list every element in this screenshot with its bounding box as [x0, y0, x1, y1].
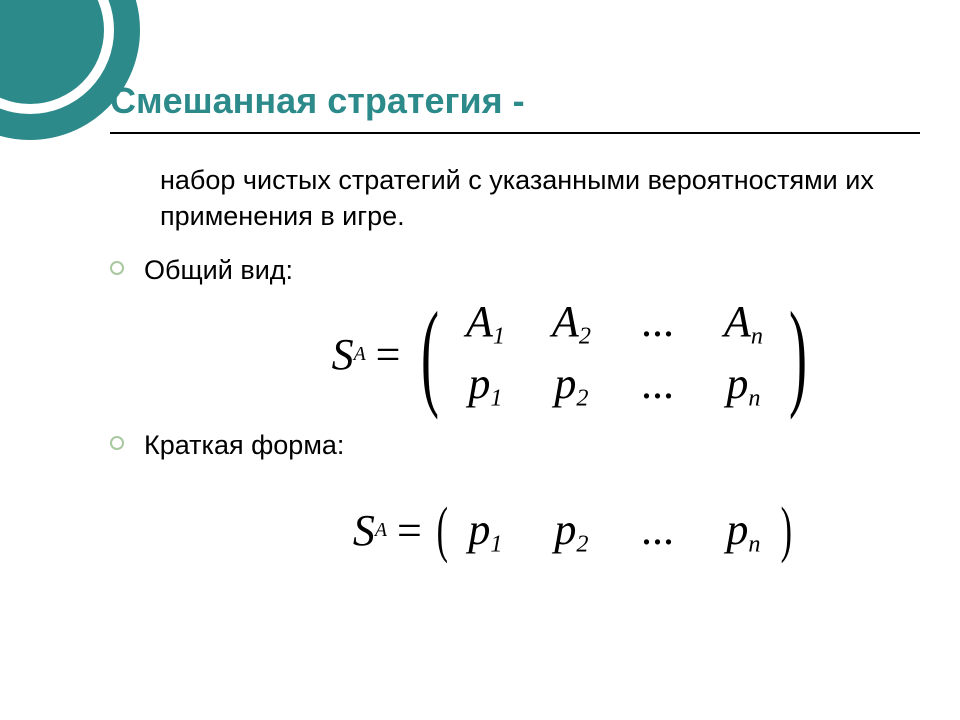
bullet-label-1: Общий вид:	[144, 253, 293, 288]
lparen-icon: (	[421, 306, 439, 402]
lparen-icon: (	[436, 509, 447, 552]
f1-cell: ...	[632, 358, 682, 412]
f2-cell: pn	[718, 504, 768, 558]
f1-cell: pn	[718, 358, 768, 412]
f1-cell: A2	[546, 296, 596, 350]
f1-lhs-base: S	[332, 329, 354, 380]
slide-title: Смешанная стратегия -	[110, 80, 920, 134]
f2-vec: p1 p2 ... pn	[452, 504, 776, 558]
rparen-icon: )	[781, 509, 792, 552]
bullet-icon	[110, 436, 124, 450]
f1-cell: A1	[460, 296, 510, 350]
f2-lhs-sub: A	[375, 519, 387, 542]
bullet-item-2: Краткая форма:	[110, 428, 920, 463]
rparen-icon: )	[789, 306, 807, 402]
f2-eq: =	[397, 505, 422, 556]
f1-cell: p1	[460, 358, 510, 412]
f2-cell: p1	[460, 504, 510, 558]
f1-cell: An	[718, 296, 768, 350]
bullet-item-1: Общий вид:	[110, 253, 920, 288]
f1-eq: =	[376, 329, 401, 380]
f1-matrix-body: A1 A2 ... An p1 p2 ... pn	[450, 292, 778, 417]
f1-row-1: p1 p2 ... pn	[450, 354, 778, 416]
bullet-label-2: Краткая форма:	[144, 428, 344, 463]
f1-cell: ...	[632, 296, 682, 350]
f1-matrix: ( A1 A2 ... An p1 p2 ... pn )	[410, 292, 818, 417]
formula-general: SA = ( A1 A2 ... An p1 p2 ... pn )	[230, 292, 920, 417]
f1-lhs-sub: A	[354, 343, 366, 366]
slide-content: Смешанная стратегия - набор чистых страт…	[110, 80, 920, 558]
bullet-icon	[110, 261, 124, 275]
f2-cell: ...	[632, 504, 682, 555]
definition-text: набор чистых стратегий с указанными веро…	[160, 162, 920, 235]
f2-lhs-base: S	[353, 505, 375, 556]
f2-cell: p2	[546, 504, 596, 558]
f1-cell: p2	[546, 358, 596, 412]
f1-row-0: A1 A2 ... An	[450, 292, 778, 354]
formula-short: SA = ( p1 p2 ... pn )	[230, 504, 920, 558]
